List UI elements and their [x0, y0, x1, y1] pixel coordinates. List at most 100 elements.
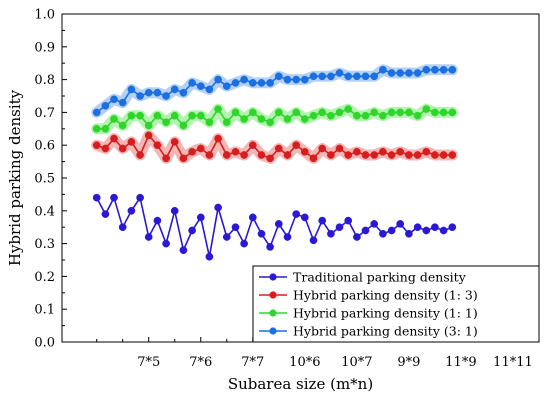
data-point [318, 72, 327, 81]
data-point [387, 226, 396, 235]
data-point [162, 154, 170, 163]
data-point [101, 124, 110, 133]
data-point [335, 223, 344, 232]
data-point [266, 243, 274, 251]
data-point [431, 108, 439, 117]
data-point [370, 220, 379, 228]
data-point [127, 138, 136, 146]
data-point [196, 82, 205, 91]
data-point [92, 193, 101, 202]
data-point [387, 151, 396, 159]
data-point [300, 115, 309, 123]
data-point [422, 105, 431, 113]
data-point [179, 88, 188, 97]
data-point [101, 210, 110, 218]
data-point [170, 138, 179, 146]
data-point [300, 213, 309, 222]
data-point [292, 141, 301, 150]
data-point [240, 151, 248, 159]
data-point [188, 147, 196, 156]
data-point [405, 69, 413, 77]
data-point [196, 213, 205, 222]
x-axis-title: Subarea size (m*n) [228, 375, 373, 393]
data-point [222, 82, 231, 91]
data-point [422, 65, 431, 74]
data-point [361, 226, 370, 235]
data-point [344, 151, 353, 159]
data-point [413, 69, 422, 77]
data-point [344, 72, 353, 81]
data-point [318, 144, 327, 153]
data-point [222, 151, 231, 159]
y-tick-label: 0.6 [34, 139, 55, 154]
data-point [118, 121, 127, 130]
data-point [153, 111, 162, 120]
y-tick-label: 0.4 [34, 204, 55, 219]
data-point [448, 65, 457, 74]
data-point [214, 75, 222, 84]
data-point [205, 151, 214, 159]
data-point [144, 131, 153, 140]
data-point [231, 223, 240, 232]
data-point [370, 108, 379, 117]
data-point [92, 141, 101, 150]
data-point [118, 98, 127, 107]
data-point [318, 108, 327, 117]
data-point [127, 206, 136, 215]
data-point [162, 239, 170, 248]
data-point [214, 203, 222, 212]
x-tick-label: 7*7 [241, 355, 264, 370]
data-point [274, 220, 283, 228]
data-point [387, 108, 396, 117]
data-point [370, 151, 379, 159]
data-point [136, 193, 144, 202]
data-point [448, 223, 457, 232]
data-point [283, 233, 292, 241]
data-point [387, 69, 396, 77]
data-point [170, 85, 179, 94]
data-point [110, 115, 118, 123]
data-point [127, 111, 136, 120]
y-tick-label: 0.9 [34, 40, 55, 55]
x-tick-label: 11*11 [493, 355, 533, 370]
y-tick-label: 0.1 [34, 303, 55, 318]
data-point [379, 229, 387, 238]
data-point [396, 220, 405, 228]
data-point [162, 92, 170, 100]
data-point [248, 213, 257, 222]
data-point [257, 115, 266, 123]
data-point [240, 239, 248, 248]
y-tick-label: 0.3 [34, 237, 55, 252]
data-point [405, 108, 413, 117]
data-point [231, 108, 240, 117]
legend-label: Hybrid parking density (3: 1) [293, 324, 478, 339]
data-point [162, 118, 170, 127]
data-point [448, 151, 457, 159]
data-point [205, 252, 214, 261]
data-point [431, 151, 439, 159]
data-point [422, 226, 431, 235]
data-point [179, 246, 188, 255]
data-point [248, 79, 257, 87]
data-point [405, 229, 413, 238]
data-point [188, 79, 196, 87]
data-point [283, 75, 292, 84]
data-point [257, 229, 266, 238]
data-point [118, 223, 127, 232]
data-point [353, 147, 361, 156]
data-point [327, 72, 335, 81]
data-point [222, 118, 231, 127]
data-point [231, 79, 240, 87]
legend-swatch-marker [269, 327, 277, 335]
data-point [179, 121, 188, 130]
data-point [136, 92, 144, 100]
y-axis-title: Hybrid parking density [6, 89, 24, 266]
x-tick-label: 10*6 [289, 355, 320, 370]
data-point [188, 111, 196, 120]
data-point [353, 111, 361, 120]
data-point [439, 151, 448, 159]
data-point [231, 147, 240, 156]
data-point [274, 108, 283, 117]
data-point [361, 72, 370, 81]
